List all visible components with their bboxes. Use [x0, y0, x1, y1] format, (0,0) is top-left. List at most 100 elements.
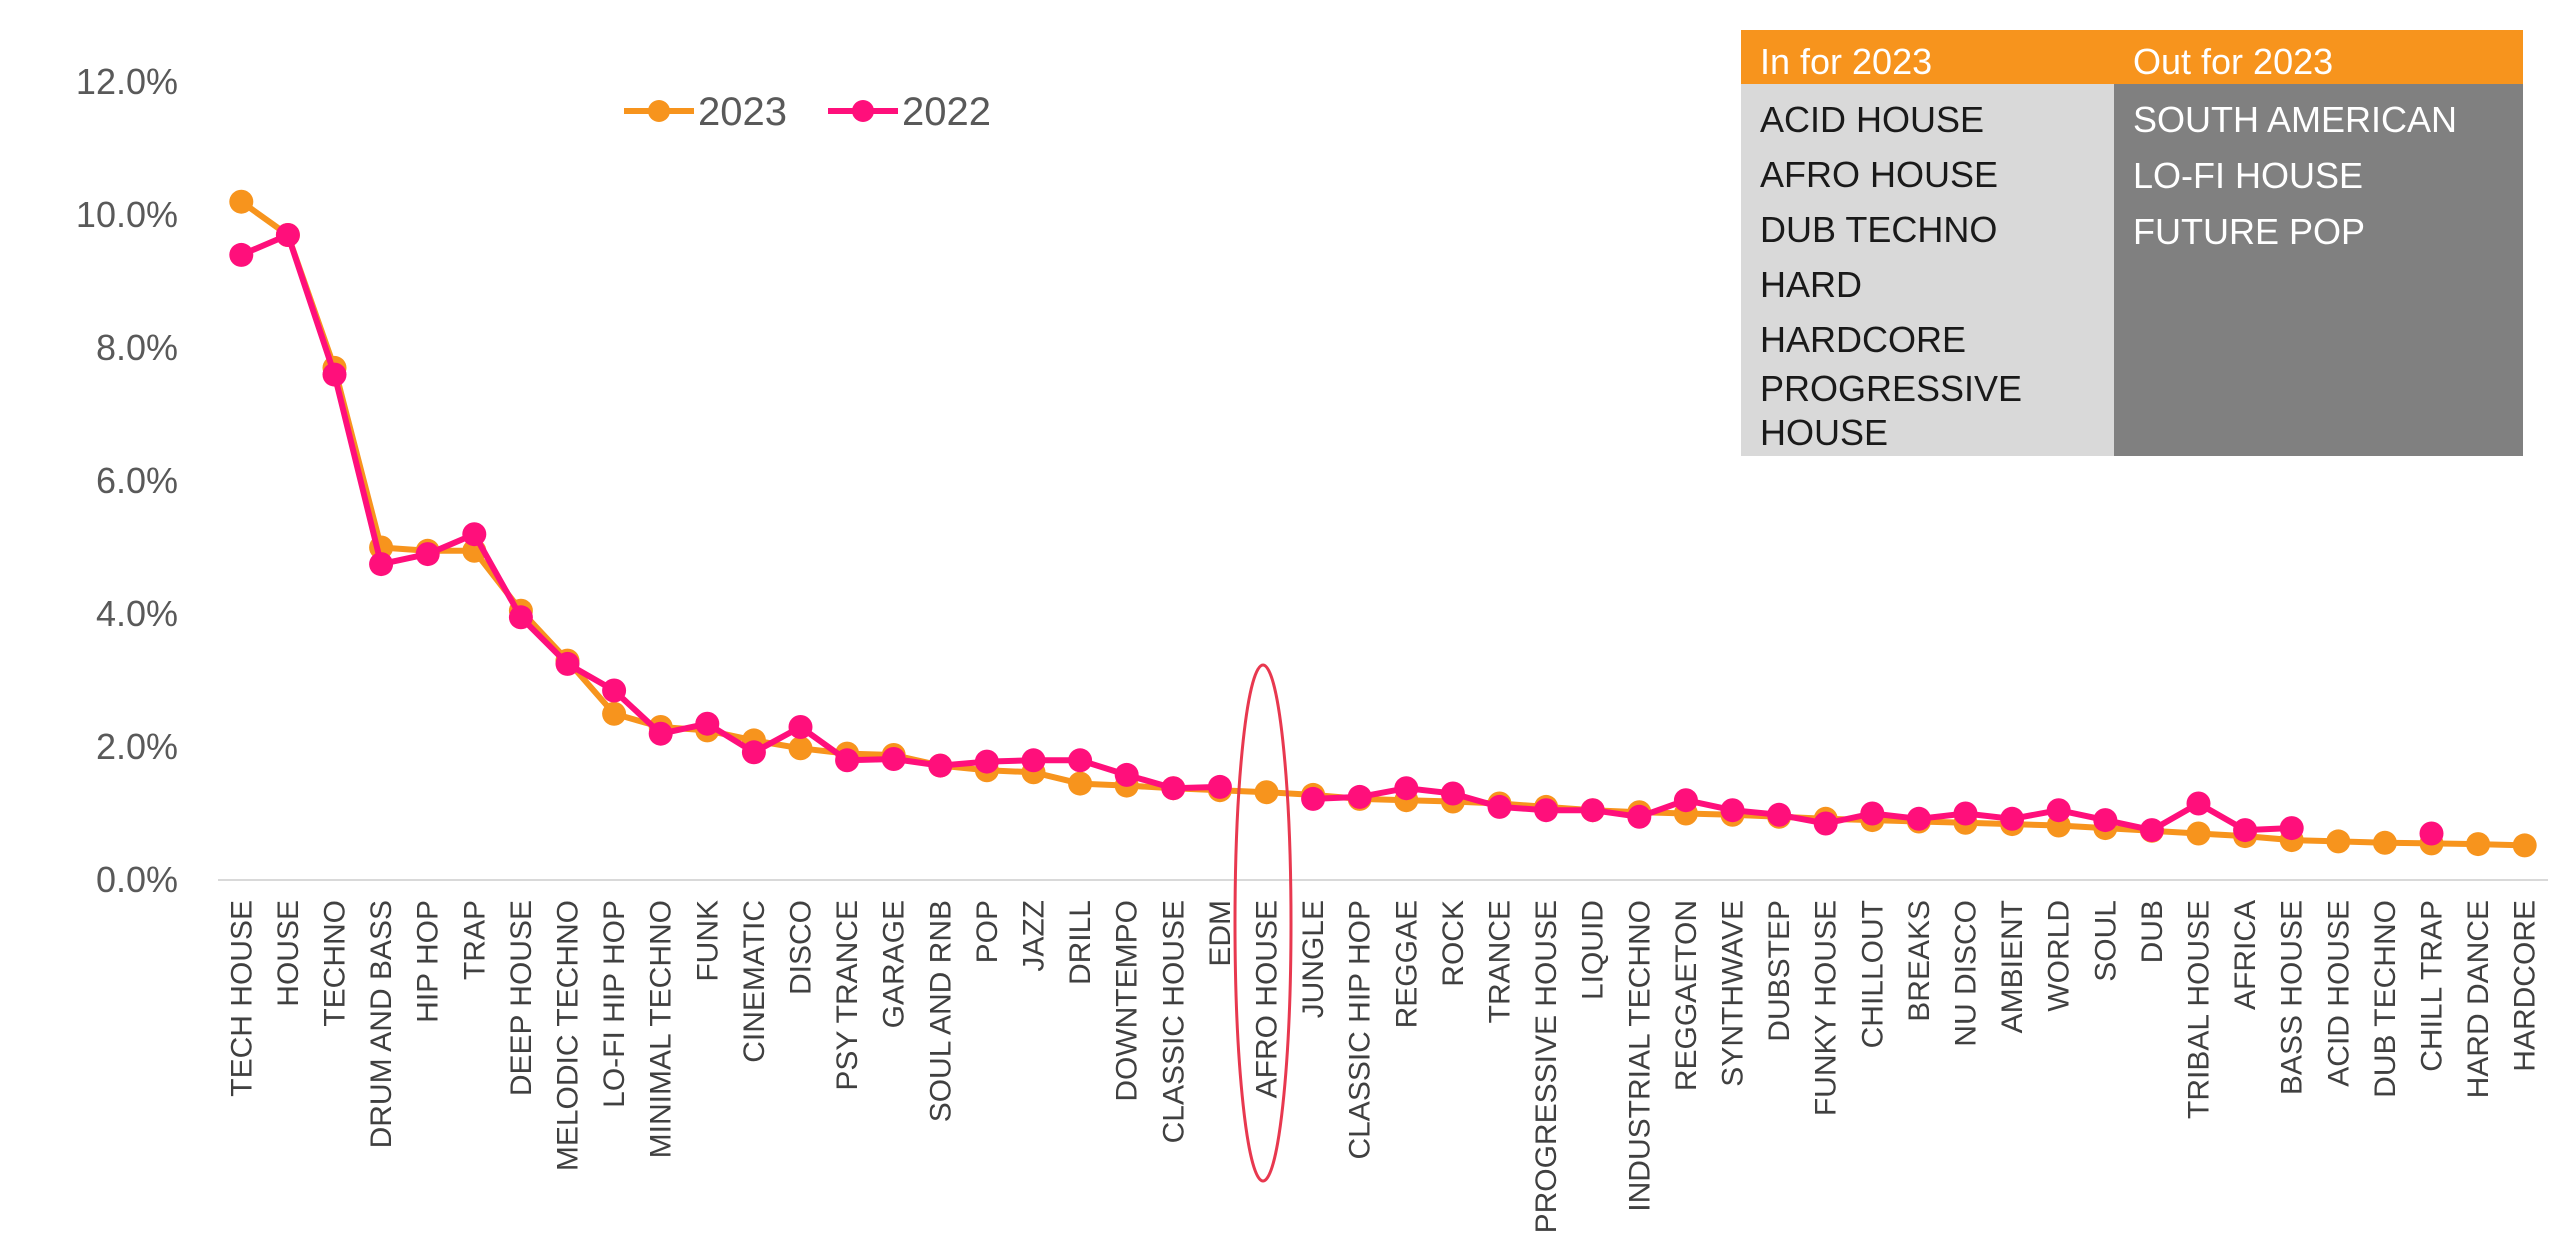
y-tick-label: 10.0% — [76, 194, 178, 235]
x-tick-label: DOWNTEMPO — [1111, 900, 1144, 1102]
x-tick-label: HARDCORE — [2509, 900, 2542, 1072]
data-point-2022 — [835, 748, 860, 773]
x-tick-label: PROGRESSIVE HOUSE — [1530, 900, 1563, 1233]
data-point-2022 — [1673, 788, 1698, 813]
x-tick-label: DRUM AND BASS — [365, 900, 398, 1148]
legend-2022-marker — [852, 100, 874, 122]
y-tick-label: 2.0% — [96, 726, 178, 767]
chart-legend: 2023 2022 — [624, 90, 991, 134]
in-item: ACID HOUSE — [1760, 99, 1985, 140]
x-tick-label: TECH HOUSE — [225, 900, 258, 1097]
data-point-2022 — [2046, 798, 2071, 823]
x-tick-label: DUB — [2136, 900, 2169, 963]
data-point-2022 — [741, 740, 766, 765]
data-point-2023 — [788, 736, 813, 761]
data-point-2022 — [1114, 762, 1139, 787]
data-point-2022 — [1394, 776, 1419, 801]
data-point-2022 — [1161, 776, 1186, 801]
x-tick-label: REGGAE — [1390, 900, 1423, 1028]
data-point-2022 — [1301, 786, 1326, 811]
data-point-2022 — [1813, 811, 1838, 836]
x-tick-label: HARD DANCE — [2462, 900, 2495, 1098]
x-tick-label: DEEP HOUSE — [505, 900, 538, 1096]
data-point-2022 — [928, 753, 953, 778]
data-point-2023 — [2512, 833, 2537, 858]
legend-2022-label: 2022 — [902, 90, 991, 134]
in-header: In for 2023 — [1741, 30, 2114, 84]
y-axis: 0.0% 2.0% 4.0% 6.0% 8.0% 10.0% 12.0% — [76, 61, 178, 900]
y-tick-label: 8.0% — [96, 327, 178, 368]
x-tick-label: JUNGLE — [1297, 900, 1330, 1018]
in-item: PROGRESSIVE HOUSE — [1760, 368, 2023, 453]
data-point-2022 — [974, 749, 999, 774]
data-point-2022 — [695, 711, 720, 736]
data-point-2022 — [2139, 818, 2164, 843]
data-point-2022 — [1207, 774, 1232, 799]
x-tick-label: FUNKY HOUSE — [1810, 900, 1843, 1116]
x-tick-label: PSY TRANCE — [831, 900, 864, 1091]
x-tick-label: CLASSIC HIP HOP — [1344, 900, 1377, 1160]
data-point-2023 — [2466, 832, 2491, 857]
data-point-2022 — [2186, 791, 2211, 816]
x-tick-label: DRILL — [1064, 900, 1097, 985]
data-point-2023 — [1068, 771, 1093, 796]
data-point-2022 — [1767, 802, 1792, 827]
in-list: ACID HOUSE AFRO HOUSE DUB TECHNO HARD HA… — [1741, 84, 2114, 456]
x-axis: TECH HOUSE HOUSE TECHNO DRUM AND BASS HIP HO… — [225, 900, 2541, 1233]
out-list: SOUTH AMERICAN LO-FI HOUSE FUTURE POP — [2114, 84, 2523, 456]
in-item: AFRO HOUSE — [1760, 154, 1999, 195]
data-point-2022 — [415, 542, 440, 567]
data-point-2022 — [508, 605, 533, 630]
x-tick-label: MINIMAL TECHNO — [645, 900, 678, 1158]
data-point-2022 — [2093, 808, 2118, 833]
data-point-2022 — [1068, 748, 1093, 773]
in-item: DUB TECHNO — [1760, 209, 1998, 250]
x-tick-label: HIP HOP — [412, 900, 445, 1023]
x-tick-label: LIQUID — [1577, 900, 1610, 1000]
x-tick-label: SOUL — [2089, 900, 2122, 982]
x-tick-label: HOUSE — [272, 900, 305, 1007]
legend-2023-marker — [648, 100, 670, 122]
data-point-2023 — [229, 189, 254, 214]
out-item: LO-FI HOUSE — [2133, 155, 2364, 196]
x-tick-label: NU DISCO — [1950, 900, 1983, 1047]
data-point-2022 — [1953, 801, 1978, 826]
y-tick-label: 0.0% — [96, 859, 178, 900]
x-tick-label: DISCO — [785, 900, 818, 995]
data-point-2022 — [1347, 784, 1372, 809]
data-point-2022 — [322, 362, 347, 387]
x-tick-label: TECHNO — [319, 900, 352, 1027]
x-tick-label: DUB TECHNO — [2369, 900, 2402, 1098]
data-point-2022 — [2233, 818, 2258, 843]
data-point-2022 — [2279, 816, 2304, 841]
x-tick-label: TRANCE — [1484, 900, 1517, 1023]
x-tick-label: CLASSIC HOUSE — [1157, 900, 1190, 1143]
x-tick-label: AMBIENT — [1996, 900, 2029, 1033]
x-tick-label: INDUSTRIAL TECHNO — [1623, 900, 1656, 1212]
data-point-2022 — [275, 223, 300, 247]
data-point-2022 — [1534, 798, 1559, 823]
data-point-2023 — [2186, 821, 2211, 846]
x-tick-label: WORLD — [2043, 900, 2076, 1012]
x-tick-label: ROCK — [1437, 900, 1470, 987]
x-tick-label: TRAP — [458, 900, 491, 980]
x-tick-label: BREAKS — [1903, 900, 1936, 1022]
x-tick-label: MELODIC TECHNO — [552, 900, 585, 1171]
data-point-2022 — [881, 747, 906, 771]
data-point-2023 — [2372, 830, 2397, 855]
x-tick-label: JAZZ — [1018, 900, 1051, 972]
x-tick-label: ACID HOUSE — [2322, 900, 2355, 1087]
data-point-2022 — [1720, 798, 1745, 823]
x-tick-label: DUBSTEP — [1763, 900, 1796, 1042]
x-tick-label: BASS HOUSE — [2276, 900, 2309, 1095]
data-point-2022 — [555, 651, 580, 676]
data-point-2022 — [2000, 806, 2025, 831]
data-point-2023 — [2326, 829, 2351, 854]
x-tick-label: EDM — [1204, 900, 1237, 967]
out-header: Out for 2023 — [2114, 30, 2523, 84]
y-tick-label: 12.0% — [76, 61, 178, 102]
data-point-2022 — [1580, 798, 1605, 823]
data-point-2023 — [1254, 780, 1279, 805]
x-tick-label: SYNTHWAVE — [1717, 900, 1750, 1087]
